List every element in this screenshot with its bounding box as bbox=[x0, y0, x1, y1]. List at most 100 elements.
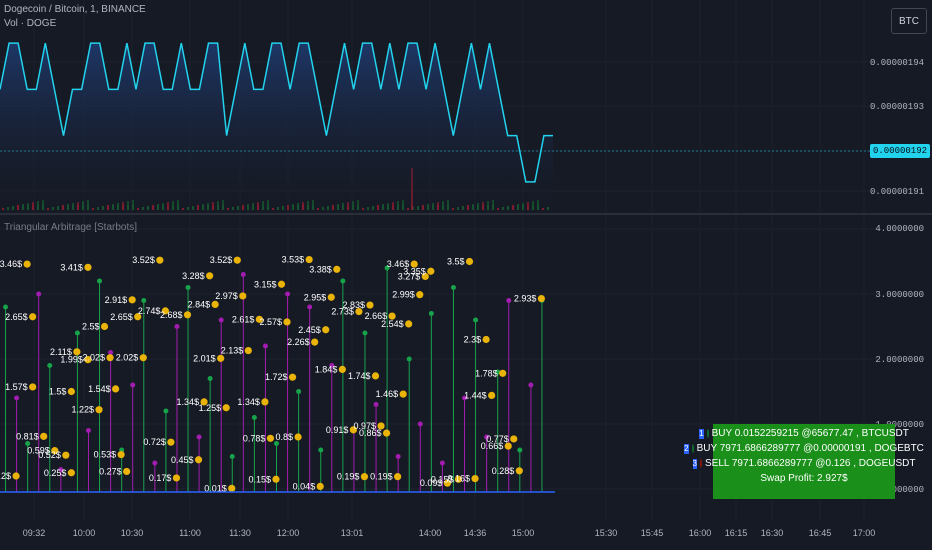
time-axis-label: 15:00 bbox=[511, 528, 535, 538]
coin-icon bbox=[338, 365, 346, 373]
coin-icon bbox=[294, 433, 302, 441]
profit-value: 2.57$ bbox=[259, 317, 282, 327]
volume-bar bbox=[242, 205, 244, 210]
profit-value: 3.41$ bbox=[60, 262, 83, 272]
profit-label: 0.86$ bbox=[359, 428, 391, 438]
profit-value: 0.28$ bbox=[492, 466, 515, 476]
trade-text: BUY 7971.6866289777 @0.00000191 , DOGEBT… bbox=[696, 443, 924, 454]
profit-label: 1.54$ bbox=[88, 384, 120, 394]
signal-dot bbox=[251, 415, 257, 420]
coin-icon bbox=[161, 307, 169, 315]
coin-icon bbox=[416, 291, 424, 299]
step-number-badge: 3 bbox=[692, 458, 697, 469]
volume-bar bbox=[187, 207, 189, 210]
profit-label: 3.27$ bbox=[398, 271, 429, 281]
signal-dot bbox=[373, 402, 379, 407]
coin-icon bbox=[454, 475, 463, 483]
volume-bar bbox=[392, 202, 394, 210]
volume-bar bbox=[487, 201, 489, 210]
profit-label: 3.46$ bbox=[0, 259, 31, 269]
volume-bar bbox=[247, 204, 249, 210]
signal-dot bbox=[47, 363, 53, 368]
profit-value: 2.74$ bbox=[138, 306, 161, 316]
profit-value: 2.02$ bbox=[83, 353, 106, 363]
profit-value: 2.91$ bbox=[105, 295, 128, 305]
coin-icon bbox=[29, 313, 37, 321]
signal-dot bbox=[495, 369, 501, 375]
profit-label: 2.3$ bbox=[464, 335, 490, 345]
coin-icon bbox=[112, 385, 120, 393]
profit-value: 2.68$ bbox=[160, 310, 183, 320]
coin-icon bbox=[29, 383, 37, 391]
coin-icon bbox=[62, 451, 70, 459]
indicator-legend[interactable]: Triangular Arbitrage [Starbots] bbox=[4, 222, 138, 233]
symbol-title[interactable]: Dogecoin / Bitcoin, 1, BINANCE bbox=[4, 4, 146, 15]
coin-icon bbox=[12, 472, 20, 480]
time-axis-label: 13:01 bbox=[340, 528, 364, 538]
volume-bar bbox=[467, 205, 469, 210]
volume-bar bbox=[212, 202, 214, 210]
volume-bar bbox=[192, 206, 194, 210]
signal-dot bbox=[307, 304, 313, 310]
profit-label: 0.15$ bbox=[248, 474, 280, 484]
profit-value: 0.78$ bbox=[243, 433, 266, 443]
profit-value: 2.01$ bbox=[193, 353, 216, 363]
coin-icon bbox=[488, 391, 496, 399]
profit-value: 0.2$ bbox=[0, 471, 11, 481]
signal-dot bbox=[285, 291, 291, 297]
profit-value: 0.04$ bbox=[293, 481, 316, 491]
coin-icon bbox=[139, 354, 147, 362]
profit-label: 2.11$ bbox=[50, 347, 81, 357]
trade-row: 3 SELL 7971.6866289777 @0.126 , DOGEUSDT bbox=[692, 456, 915, 471]
volume-legend[interactable]: Vol · DOGE bbox=[4, 18, 57, 29]
profit-label: 3.53$ bbox=[282, 255, 313, 265]
profit-value: 3.15$ bbox=[254, 279, 277, 289]
profit-value: 3.46$ bbox=[0, 259, 22, 269]
coin-icon bbox=[167, 438, 175, 446]
volume-bar bbox=[497, 208, 499, 210]
profit-value: 1.44$ bbox=[464, 390, 487, 400]
profit-value: 2.93$ bbox=[514, 294, 537, 304]
coin-icon bbox=[128, 296, 136, 304]
volume-bar bbox=[72, 203, 74, 210]
volume-bar bbox=[37, 201, 39, 210]
signal-dot bbox=[58, 467, 64, 472]
trade-text: SELL 7971.6866289777 @0.126 , DOGEUSDT bbox=[705, 458, 916, 469]
coin-icon bbox=[84, 263, 92, 271]
coin-icon bbox=[371, 372, 380, 380]
coin-icon bbox=[217, 354, 225, 362]
volume-bar bbox=[547, 207, 549, 210]
volume-bar bbox=[272, 208, 274, 210]
coin-icon bbox=[537, 294, 546, 303]
profit-label: 2.99$ bbox=[392, 290, 424, 300]
profit-value: 2.02$ bbox=[116, 353, 139, 363]
profit-label: 1.57$ bbox=[5, 382, 37, 392]
time-axis-label: 17:00 bbox=[852, 528, 876, 538]
volume-bar bbox=[127, 201, 129, 210]
profit-value: 0.77$ bbox=[486, 434, 509, 444]
volume-bar bbox=[107, 205, 109, 210]
profit-label: 0.16$ bbox=[448, 474, 479, 484]
profit-label: 1.34$ bbox=[237, 397, 269, 407]
coin-icon bbox=[67, 387, 75, 396]
volume-bar bbox=[167, 202, 169, 210]
volume-bar bbox=[17, 205, 19, 210]
signal-dot bbox=[296, 389, 302, 394]
volume-bar bbox=[292, 204, 294, 210]
price-line bbox=[0, 42, 553, 183]
profit-value: 3.38$ bbox=[309, 264, 332, 274]
coin-icon bbox=[272, 475, 280, 483]
volume-bar bbox=[152, 205, 154, 210]
volume-bar bbox=[227, 208, 229, 210]
profit-label: 2.83$ bbox=[342, 300, 374, 310]
time-axis-label: 10:30 bbox=[120, 528, 144, 538]
volume-bar bbox=[377, 205, 379, 210]
currency-button[interactable]: BTC bbox=[891, 8, 927, 34]
volume-bar bbox=[327, 206, 329, 210]
profit-value: 2.54$ bbox=[381, 319, 404, 329]
coin-icon bbox=[222, 404, 230, 412]
volume-bar bbox=[197, 205, 199, 210]
volume-bar bbox=[382, 204, 384, 210]
volume-bar bbox=[217, 201, 219, 210]
